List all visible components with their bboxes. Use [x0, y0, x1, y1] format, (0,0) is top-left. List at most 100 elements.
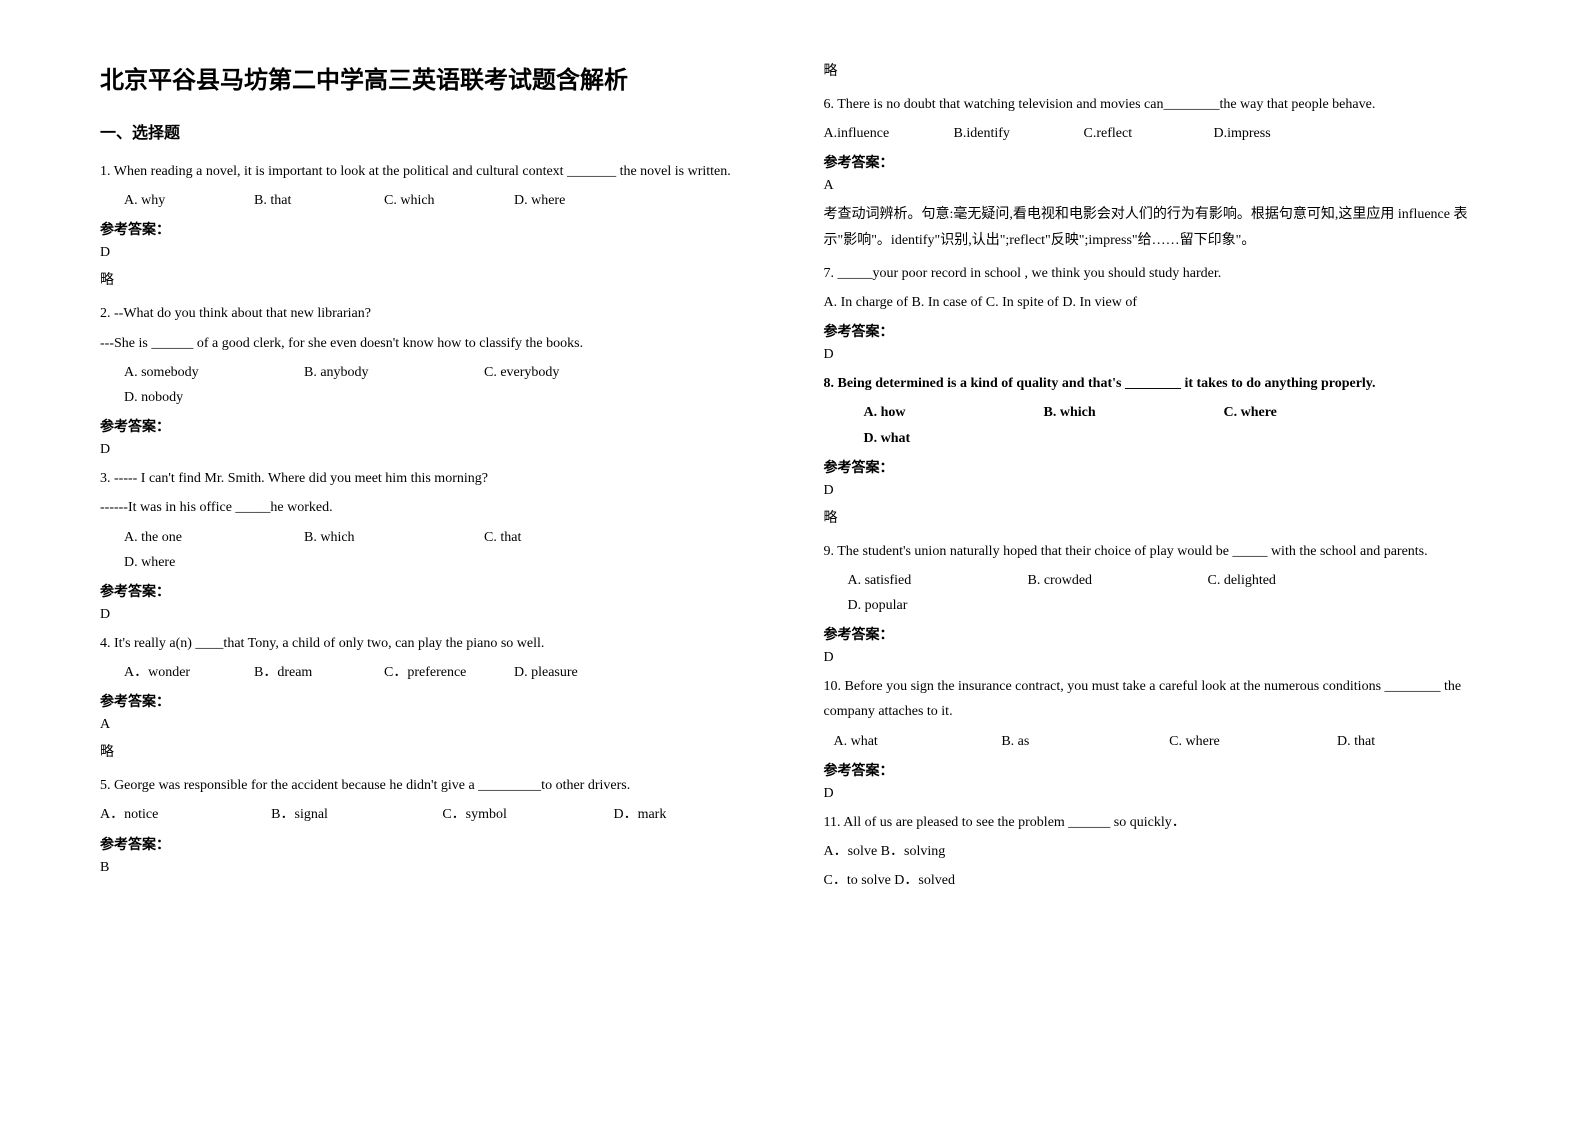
question-8: 8. Being determined is a kind of quality…: [824, 371, 1488, 451]
explanation: 考查动词辨析。句意:毫无疑问,看电视和电影会对人们的行为有影响。根据句意可知,这…: [824, 202, 1488, 252]
note: 略: [824, 60, 1488, 80]
question-text: 3. ----- I can't find Mr. Smith. Where d…: [100, 466, 764, 491]
question-2: 2. --What do you think about that new li…: [100, 301, 764, 410]
question-options: A．notice B．signal C．symbol D．mark: [100, 802, 764, 827]
question-text: 5. George was responsible for the accide…: [100, 773, 764, 798]
question-options: A. the one B. which C. that D. where: [100, 525, 764, 575]
question-10: 10. Before you sign the insurance contra…: [824, 674, 1488, 754]
option-c: C. where: [1169, 729, 1279, 754]
answer-label: 参考答案：: [824, 321, 1488, 341]
answer-value: A: [824, 178, 1488, 194]
option-b: B. that: [254, 188, 364, 213]
note: 略: [100, 269, 764, 289]
option-c: C. delighted: [1208, 568, 1368, 593]
answer-value: D: [824, 650, 1488, 666]
answer-value: D: [100, 442, 764, 458]
answer-value: D: [100, 607, 764, 623]
answer-label: 参考答案：: [824, 152, 1488, 172]
answer-label: 参考答案：: [100, 581, 764, 601]
answer-value: D: [100, 245, 764, 261]
option-a: A. how: [864, 400, 1024, 425]
question-options: A. In charge of B. In case of C. In spit…: [824, 290, 1488, 315]
option-d: D.impress: [1214, 121, 1324, 146]
answer-label: 参考答案：: [100, 219, 764, 239]
question-3: 3. ----- I can't find Mr. Smith. Where d…: [100, 466, 764, 575]
answer-label: 参考答案：: [824, 457, 1488, 477]
answer-value: D: [824, 483, 1488, 499]
option-d: D．mark: [613, 802, 723, 827]
question-1: 1. When reading a novel, it is important…: [100, 159, 764, 213]
option-c: C. where: [1224, 400, 1384, 425]
option-b: B．signal: [271, 802, 381, 827]
option-a: A. satisfied: [848, 568, 1008, 593]
question-options-line: C．to solve D．solved: [824, 868, 1488, 893]
question-options: A. why B. that C. which D. where: [100, 188, 764, 213]
option-d: D. where: [124, 550, 284, 575]
option-c: C. everybody: [484, 360, 644, 385]
answer-label: 参考答案：: [100, 834, 764, 854]
section-title: 一、选择题: [100, 119, 764, 143]
option-a: A.influence: [824, 121, 934, 146]
option-a: A. somebody: [124, 360, 284, 385]
question-text: 2. --What do you think about that new li…: [100, 301, 764, 326]
question-text: 10. Before you sign the insurance contra…: [824, 674, 1488, 724]
question-text: 11. All of us are pleased to see the pro…: [824, 810, 1488, 835]
question-5: 5. George was responsible for the accide…: [100, 773, 764, 827]
answer-value: B: [100, 860, 764, 876]
option-b: B．dream: [254, 660, 364, 685]
answer-value: D: [824, 347, 1488, 363]
option-b: B. which: [304, 525, 464, 550]
question-options-line: A．solve B．solving: [824, 839, 1488, 864]
note: 略: [824, 507, 1488, 527]
answer-value: D: [824, 786, 1488, 802]
question-options: A. what B. as C. where D. that: [824, 729, 1488, 754]
option-b: B. anybody: [304, 360, 464, 385]
question-7: 7. _____your poor record in school , we …: [824, 261, 1488, 315]
question-9: 9. The student's union naturally hoped t…: [824, 539, 1488, 619]
answer-label: 参考答案：: [824, 760, 1488, 780]
option-b: B. which: [1044, 400, 1204, 425]
question-text: ---She is ______ of a good clerk, for sh…: [100, 331, 764, 356]
question-6: 6. There is no doubt that watching telev…: [824, 92, 1488, 146]
option-d: D. what: [864, 426, 1024, 451]
question-options: A. satisfied B. crowded C. delighted D. …: [824, 568, 1488, 618]
question-text: 6. There is no doubt that watching telev…: [824, 92, 1488, 117]
question-text: 8. Being determined is a kind of quality…: [824, 371, 1488, 396]
answer-label: 参考答案：: [100, 691, 764, 711]
question-11: 11. All of us are pleased to see the pro…: [824, 810, 1488, 894]
question-text: 4. It's really a(n) ____that Tony, a chi…: [100, 631, 764, 656]
option-a: A．wonder: [124, 660, 234, 685]
page-title: 北京平谷县马坊第二中学高三英语联考试题含解析: [100, 60, 764, 95]
option-c: C．symbol: [442, 802, 552, 827]
question-4: 4. It's really a(n) ____that Tony, a chi…: [100, 631, 764, 685]
note: 略: [100, 741, 764, 761]
answer-value: A: [100, 717, 764, 733]
option-d: D. where: [514, 188, 624, 213]
option-b: B. as: [1001, 729, 1111, 754]
question-options: A.influence B.identify C.reflect D.impre…: [824, 121, 1488, 146]
option-c: C. that: [484, 525, 644, 550]
answer-label: 参考答案：: [824, 624, 1488, 644]
option-d: D. that: [1337, 729, 1447, 754]
question-text: 1. When reading a novel, it is important…: [100, 159, 764, 184]
option-d: D. pleasure: [514, 660, 624, 685]
option-a: A. what: [834, 729, 944, 754]
right-column: 略 6. There is no doubt that watching tel…: [824, 60, 1488, 899]
option-d: D. popular: [848, 593, 1008, 618]
question-text: 9. The student's union naturally hoped t…: [824, 539, 1488, 564]
option-a: A. why: [124, 188, 234, 213]
answer-label: 参考答案：: [100, 416, 764, 436]
question-text: 7. _____your poor record in school , we …: [824, 261, 1488, 286]
option-b: B.identify: [954, 121, 1064, 146]
question-options: A. somebody B. anybody C. everybody D. n…: [100, 360, 764, 410]
option-d: D. nobody: [124, 385, 284, 410]
option-a: A. the one: [124, 525, 284, 550]
option-b: B. crowded: [1028, 568, 1188, 593]
page-container: 北京平谷县马坊第二中学高三英语联考试题含解析 一、选择题 1. When rea…: [100, 60, 1487, 899]
question-options: A．wonder B．dream C．preference D. pleasur…: [100, 660, 764, 685]
option-c: C．preference: [384, 660, 494, 685]
left-column: 北京平谷县马坊第二中学高三英语联考试题含解析 一、选择题 1. When rea…: [100, 60, 764, 899]
question-options: A. how B. which C. where D. what: [824, 400, 1488, 450]
option-a: A．notice: [100, 802, 210, 827]
option-c: C.reflect: [1084, 121, 1194, 146]
